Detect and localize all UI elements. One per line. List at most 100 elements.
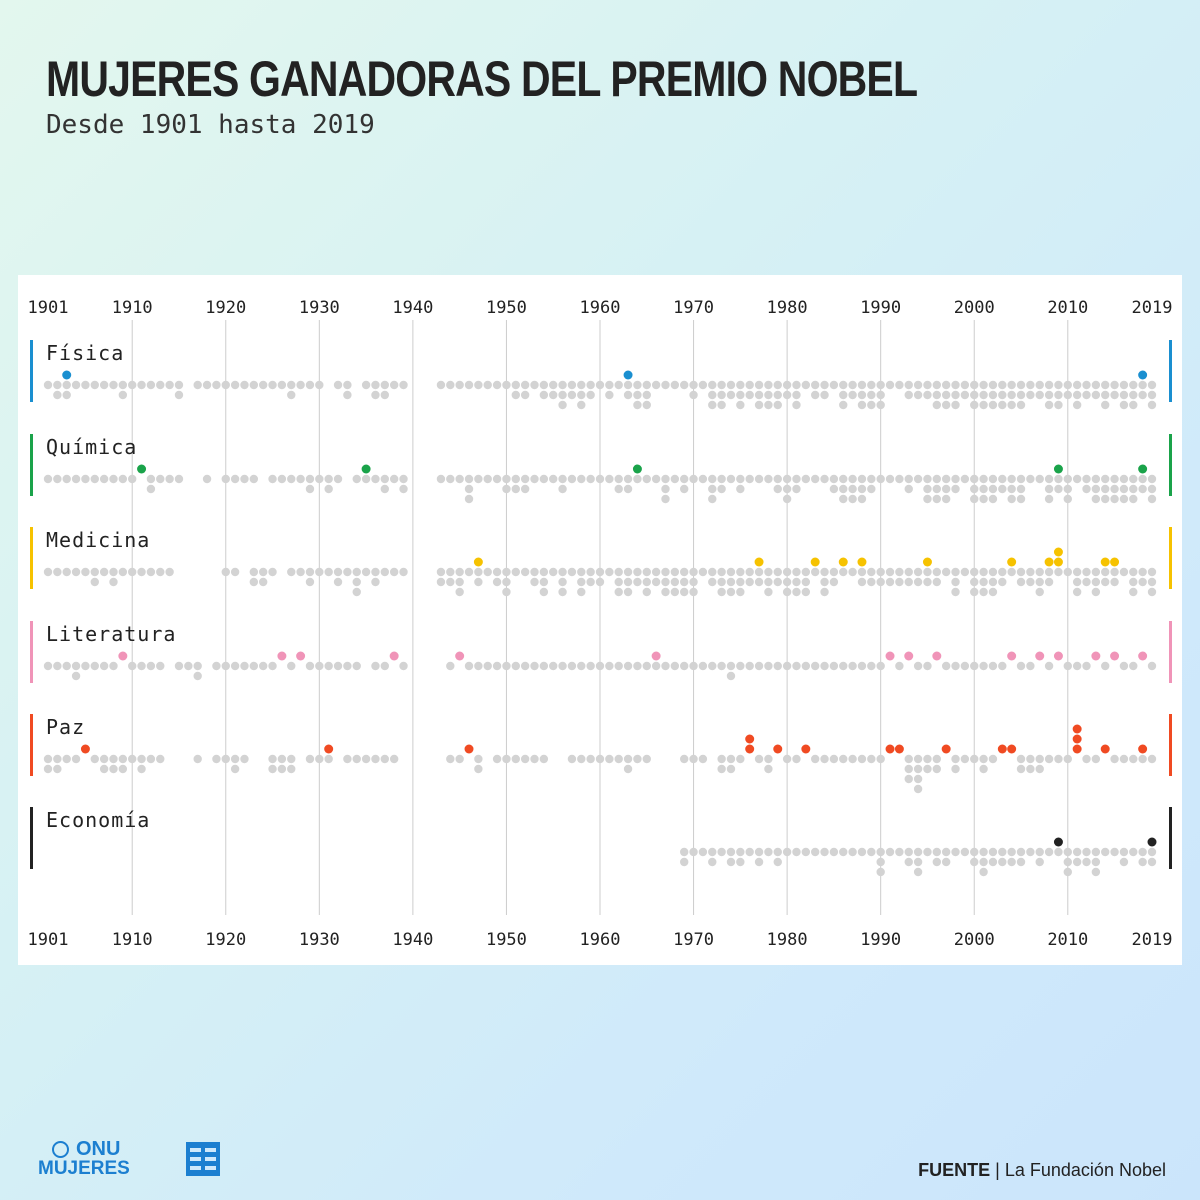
dot-man-quimica-1937 bbox=[380, 484, 390, 494]
dot-man-economia-1975 bbox=[736, 847, 745, 857]
x-tick-top-2010: 2010 bbox=[1047, 298, 1088, 318]
dot-man-fisica-1975 bbox=[736, 380, 745, 390]
dot-man-economia-1984 bbox=[820, 847, 829, 857]
dot-woman-medicina-2015 bbox=[1110, 557, 1120, 567]
dot-man-economia-1990 bbox=[876, 847, 885, 857]
dot-man-fisica-2007 bbox=[1035, 390, 1044, 400]
dot-man-paz-1981 bbox=[792, 754, 801, 764]
dot-man-quimica-1958 bbox=[577, 474, 586, 484]
dot-man-fisica-1984 bbox=[820, 390, 829, 400]
dot-man-fisica-1979 bbox=[773, 390, 782, 400]
dot-man-literatura-1986 bbox=[839, 661, 848, 671]
dot-woman-literatura-1928 bbox=[296, 651, 306, 661]
dot-man-medicina-2009 bbox=[1054, 567, 1063, 577]
dot-man-medicina-1948 bbox=[483, 567, 492, 577]
dot-woman-medicina-2009 bbox=[1053, 557, 1063, 567]
dot-man-economia-2015 bbox=[1110, 847, 1119, 857]
dot-man-economia-2000 bbox=[970, 847, 979, 857]
dot-man-literatura-1925 bbox=[268, 661, 277, 671]
dot-man-medicina-1990 bbox=[876, 567, 885, 577]
dot-man-economia-2000 bbox=[970, 857, 979, 867]
dot-man-quimica-1980 bbox=[782, 484, 792, 494]
dot-man-medicina-1907 bbox=[99, 567, 109, 577]
dot-man-economia-2009 bbox=[1054, 847, 1063, 857]
dot-man-fisica-1973 bbox=[717, 380, 726, 390]
dot-man-quimica-1968 bbox=[670, 474, 680, 484]
dot-man-quimica-1988 bbox=[857, 494, 867, 504]
dot-man-economia-1992 bbox=[895, 847, 904, 857]
dot-man-paz-1935 bbox=[361, 754, 371, 764]
dot-man-quimica-1929 bbox=[305, 484, 315, 494]
dot-man-quimica-1978 bbox=[764, 474, 773, 484]
dot-man-quimica-2009 bbox=[1054, 474, 1063, 484]
dot-man-quimica-1950 bbox=[502, 484, 511, 494]
dot-man-fisica-1986 bbox=[839, 400, 848, 410]
dot-man-fisica-2004 bbox=[1007, 390, 1016, 400]
dot-man-paz-2005 bbox=[1016, 764, 1026, 774]
x-tick-bottom-1930: 1930 bbox=[299, 930, 340, 950]
dot-man-medicina-1961 bbox=[605, 567, 614, 577]
dot-man-fisica-1924 bbox=[258, 380, 268, 390]
dot-man-quimica-2015 bbox=[1110, 474, 1119, 484]
dot-man-fisica-1967 bbox=[661, 380, 670, 390]
dot-man-economia-1990 bbox=[876, 857, 885, 867]
dot-man-medicina-1904 bbox=[71, 567, 81, 577]
dot-man-economia-1994 bbox=[913, 847, 923, 857]
dot-man-fisica-1963 bbox=[623, 390, 633, 400]
dot-man-paz-1969 bbox=[680, 754, 689, 764]
dot-man-literatura-1999 bbox=[960, 661, 970, 671]
dot-man-medicina-1932 bbox=[333, 567, 343, 577]
dot-man-economia-1976 bbox=[745, 847, 754, 857]
dot-man-paz-1919 bbox=[212, 754, 221, 764]
dot-man-fisica-1907 bbox=[99, 380, 109, 390]
dot-man-medicina-2019 bbox=[1147, 587, 1157, 597]
dot-man-quimica-2014 bbox=[1101, 494, 1110, 504]
dot-man-fisica-1971 bbox=[698, 380, 708, 390]
dot-man-paz-1921 bbox=[230, 754, 240, 764]
dot-man-paz-1951 bbox=[511, 754, 520, 764]
dot-man-quimica-2007 bbox=[1035, 474, 1044, 484]
dot-man-literatura-1987 bbox=[848, 661, 857, 671]
dot-man-paz-1930 bbox=[315, 754, 324, 764]
dot-man-fisica-1994 bbox=[913, 380, 923, 390]
dot-man-medicina-1934 bbox=[352, 577, 361, 587]
dot-woman-literatura-1945 bbox=[455, 651, 465, 661]
dot-man-quimica-2017 bbox=[1129, 484, 1138, 494]
dot-man-quimica-1995 bbox=[923, 474, 932, 484]
dot-man-fisica-1952 bbox=[520, 380, 530, 390]
dot-man-fisica-2017 bbox=[1129, 400, 1138, 410]
dot-man-literatura-1958 bbox=[577, 661, 586, 671]
dot-man-economia-2001 bbox=[979, 857, 988, 867]
dot-man-quimica-1962 bbox=[614, 484, 623, 494]
dot-man-literatura-2010 bbox=[1063, 661, 1072, 671]
dot-man-medicina-2018 bbox=[1138, 577, 1147, 587]
dot-man-fisica-1933 bbox=[343, 390, 352, 400]
dot-man-medicina-2010 bbox=[1063, 567, 1072, 577]
dot-man-quimica-1948 bbox=[483, 474, 492, 484]
dot-man-fisica-1952 bbox=[520, 390, 530, 400]
dot-man-fisica-1987 bbox=[848, 390, 857, 400]
dot-man-fisica-1945 bbox=[455, 380, 464, 390]
dot-man-literatura-1955 bbox=[549, 661, 558, 671]
dot-man-quimica-1914 bbox=[165, 474, 174, 484]
dot-man-paz-2007 bbox=[1035, 754, 1044, 764]
dot-man-quimica-1997 bbox=[941, 494, 951, 504]
dot-man-medicina-1981 bbox=[792, 587, 801, 597]
dot-man-quimica-1989 bbox=[867, 474, 876, 484]
dot-man-literatura-1989 bbox=[867, 661, 876, 671]
dot-man-paz-1998 bbox=[951, 754, 960, 764]
dot-man-medicina-1962 bbox=[614, 587, 623, 597]
dot-man-literatura-1910 bbox=[128, 661, 137, 671]
dot-man-economia-1973 bbox=[717, 847, 726, 857]
chart-panel: 1901 1901 1910 1910 1920 1920 1930 1930 1940 1940… bbox=[18, 275, 1182, 965]
dot-man-medicina-2000 bbox=[970, 577, 979, 587]
dot-man-fisica-2012 bbox=[1082, 390, 1091, 400]
dot-man-economia-1969 bbox=[680, 847, 689, 857]
dot-man-quimica-1989 bbox=[867, 484, 876, 494]
dot-man-paz-1973 bbox=[717, 764, 726, 774]
dot-man-quimica-2014 bbox=[1101, 484, 1110, 494]
dot-man-medicina-1978 bbox=[764, 577, 773, 587]
dot-man-fisica-2009 bbox=[1054, 390, 1063, 400]
dot-man-literatura-1966 bbox=[651, 661, 661, 671]
dot-man-fisica-2001 bbox=[979, 390, 988, 400]
